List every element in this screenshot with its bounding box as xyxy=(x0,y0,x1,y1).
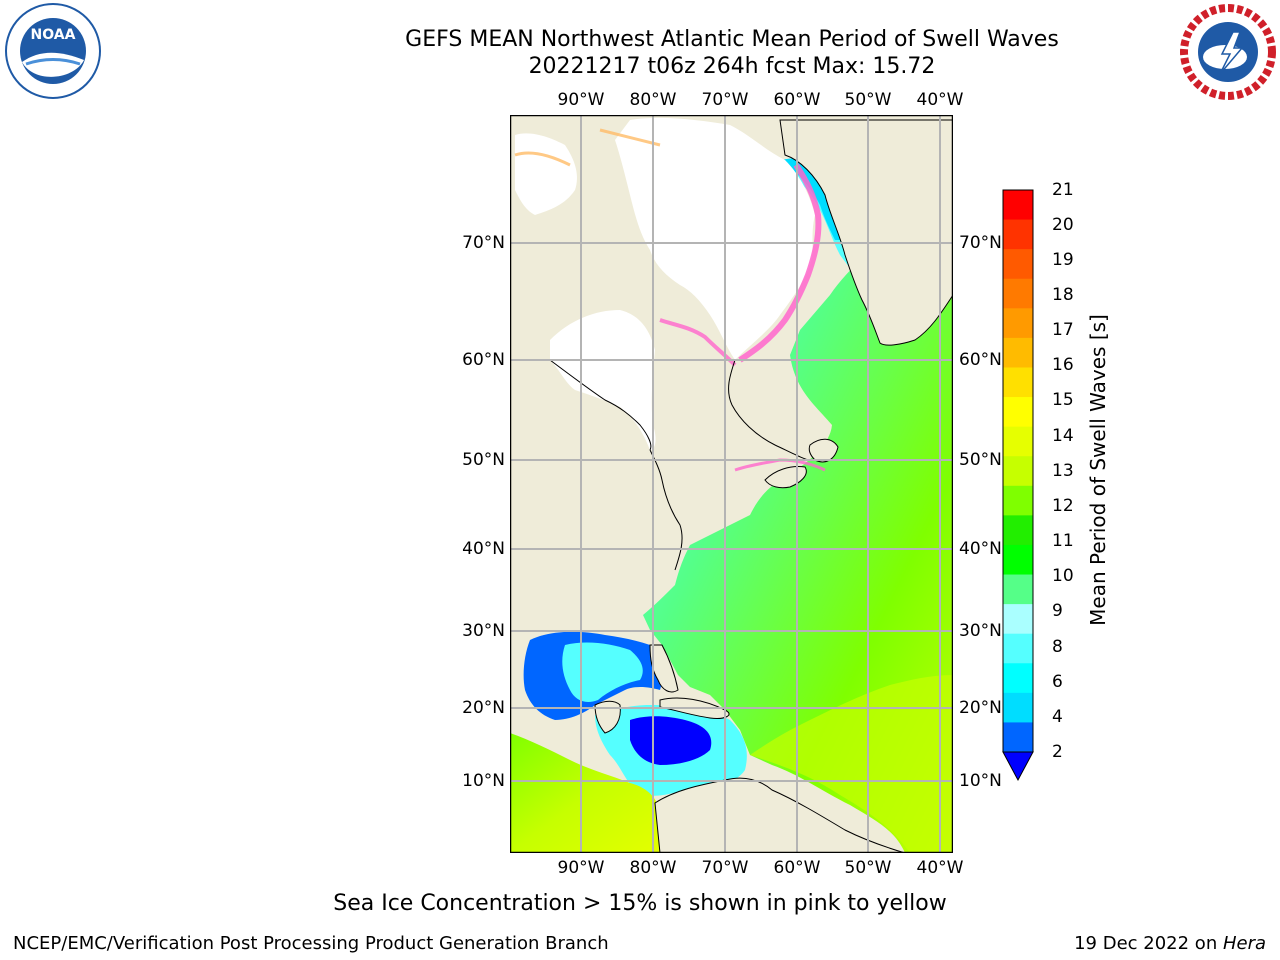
colorbar-band xyxy=(1003,485,1033,516)
colorbar-band xyxy=(1003,397,1033,428)
colorbar-band xyxy=(1003,663,1033,694)
lon-tick-label: 70°W xyxy=(701,858,749,878)
lon-tick-label: 40°W xyxy=(916,90,964,110)
florida xyxy=(649,644,679,693)
lon-tick-label: 50°W xyxy=(844,90,892,110)
gulf-of-mexico-central xyxy=(562,642,643,702)
lat-tick-label: 60°N xyxy=(959,350,1002,370)
colorbar-band xyxy=(1003,604,1033,635)
colorbar-tick-label: 9 xyxy=(1052,601,1063,621)
yucatan xyxy=(594,700,621,734)
colorbar-extension xyxy=(1002,751,1034,782)
lon-tick-label: 60°W xyxy=(773,90,821,110)
sea-ice-note: Sea Ice Concentration > 15% is shown in … xyxy=(333,891,947,916)
colorbar-tick-label: 15 xyxy=(1052,390,1074,410)
lat-tick-label: 50°N xyxy=(959,450,1002,470)
colorbar-band xyxy=(1003,190,1033,221)
sea-ice-edge-hudson xyxy=(659,318,737,367)
south-america xyxy=(654,777,906,853)
nws-logo xyxy=(1178,2,1278,106)
colorbar-band xyxy=(1003,219,1033,250)
colorbar-band xyxy=(1003,574,1033,605)
greenland xyxy=(779,119,953,346)
nova-scotia xyxy=(764,466,807,489)
colorbar-band xyxy=(1003,515,1033,546)
colorbar-band xyxy=(1003,692,1033,723)
lon-tick-label: 70°W xyxy=(701,90,749,110)
colorbar-tick-label: 19 xyxy=(1052,250,1074,270)
colorbar xyxy=(1002,188,1036,787)
colorbar-band xyxy=(1003,367,1033,398)
colorbar-tick-label: 12 xyxy=(1052,496,1074,516)
colorbar-tick-label: 2 xyxy=(1052,742,1063,762)
lon-tick-label: 40°W xyxy=(916,858,964,878)
lat-tick-label: 30°N xyxy=(462,621,505,641)
colorbar-tick-label: 14 xyxy=(1052,426,1074,446)
machine-name: Hera xyxy=(1222,933,1266,954)
forecast-info: 20221217 t06z 264h fcst Max: 15.72 xyxy=(528,54,936,79)
colorbar-band xyxy=(1003,722,1033,753)
lat-tick-label: 20°N xyxy=(462,698,505,718)
colorbar-band xyxy=(1003,456,1033,487)
colorbar-band xyxy=(1003,308,1033,339)
lat-tick-label: 10°N xyxy=(462,771,505,791)
lat-tick-label: 20°N xyxy=(959,698,1002,718)
colorbar-band xyxy=(1003,278,1033,309)
svg-text:NOAA: NOAA xyxy=(31,27,76,43)
colorbar-tick-label: 10 xyxy=(1052,566,1074,586)
colorbar-tick-label: 6 xyxy=(1052,672,1063,692)
colorbar-title: Mean Period of Swell Waves [s] xyxy=(1086,314,1110,626)
lon-tick-label: 90°W xyxy=(557,858,605,878)
date-text: 19 Dec 2022 on xyxy=(1074,933,1223,954)
colorbar-tick-label: 16 xyxy=(1052,355,1074,375)
eastern-pacific xyxy=(510,733,670,853)
colorbar-tick-label: 4 xyxy=(1052,707,1063,727)
lon-tick-label: 80°W xyxy=(629,858,677,878)
lat-tick-label: 10°N xyxy=(959,771,1002,791)
lat-tick-label: 70°N xyxy=(959,233,1002,253)
credit-line: NCEP/EMC/Verification Post Processing Pr… xyxy=(13,933,609,954)
map-panel xyxy=(509,114,954,854)
lat-tick-label: 40°N xyxy=(959,539,1002,559)
lat-tick-label: 40°N xyxy=(462,539,505,559)
lat-tick-label: 50°N xyxy=(462,450,505,470)
colorbar-band xyxy=(1003,633,1033,664)
tropical-atlantic xyxy=(750,675,953,853)
colorbar-tick-label: 17 xyxy=(1052,320,1074,340)
lat-tick-label: 30°N xyxy=(959,621,1002,641)
chart-title: GEFS MEAN Northwest Atlantic Mean Period… xyxy=(405,27,1059,52)
sea-ice-edge-labrador xyxy=(738,163,822,363)
colorbar-band xyxy=(1003,249,1033,280)
lon-tick-label: 90°W xyxy=(557,90,605,110)
noaa-logo: NOAA xyxy=(4,2,102,104)
lon-tick-label: 60°W xyxy=(773,858,821,878)
lon-tick-label: 50°W xyxy=(844,858,892,878)
lat-tick-label: 60°N xyxy=(462,350,505,370)
colorbar-tick-label: 13 xyxy=(1052,461,1074,481)
colorbar-tick-label: 21 xyxy=(1052,180,1074,200)
sea-ice-edge-arctic xyxy=(514,128,661,167)
swell-period-map xyxy=(509,114,954,854)
colorbar-band xyxy=(1003,337,1033,368)
graticule xyxy=(510,115,953,853)
colorbar-scale xyxy=(1002,189,1034,782)
colorbar-band xyxy=(1003,426,1033,457)
colorbar-tick-label: 18 xyxy=(1052,285,1074,305)
colorbar-tick-label: 11 xyxy=(1052,531,1074,551)
colorbar-tick-label: 20 xyxy=(1052,215,1074,235)
arctic-ice xyxy=(615,117,815,361)
colorbar-band xyxy=(1003,544,1033,576)
western-caribbean xyxy=(630,716,712,765)
lat-tick-label: 70°N xyxy=(462,233,505,253)
colorbar-tick-label: 8 xyxy=(1052,637,1063,657)
map-border xyxy=(509,114,954,854)
date-stamp: 19 Dec 2022 on Hera xyxy=(1074,933,1266,954)
colorbar-border xyxy=(1002,189,1034,753)
lon-tick-label: 80°W xyxy=(629,90,677,110)
